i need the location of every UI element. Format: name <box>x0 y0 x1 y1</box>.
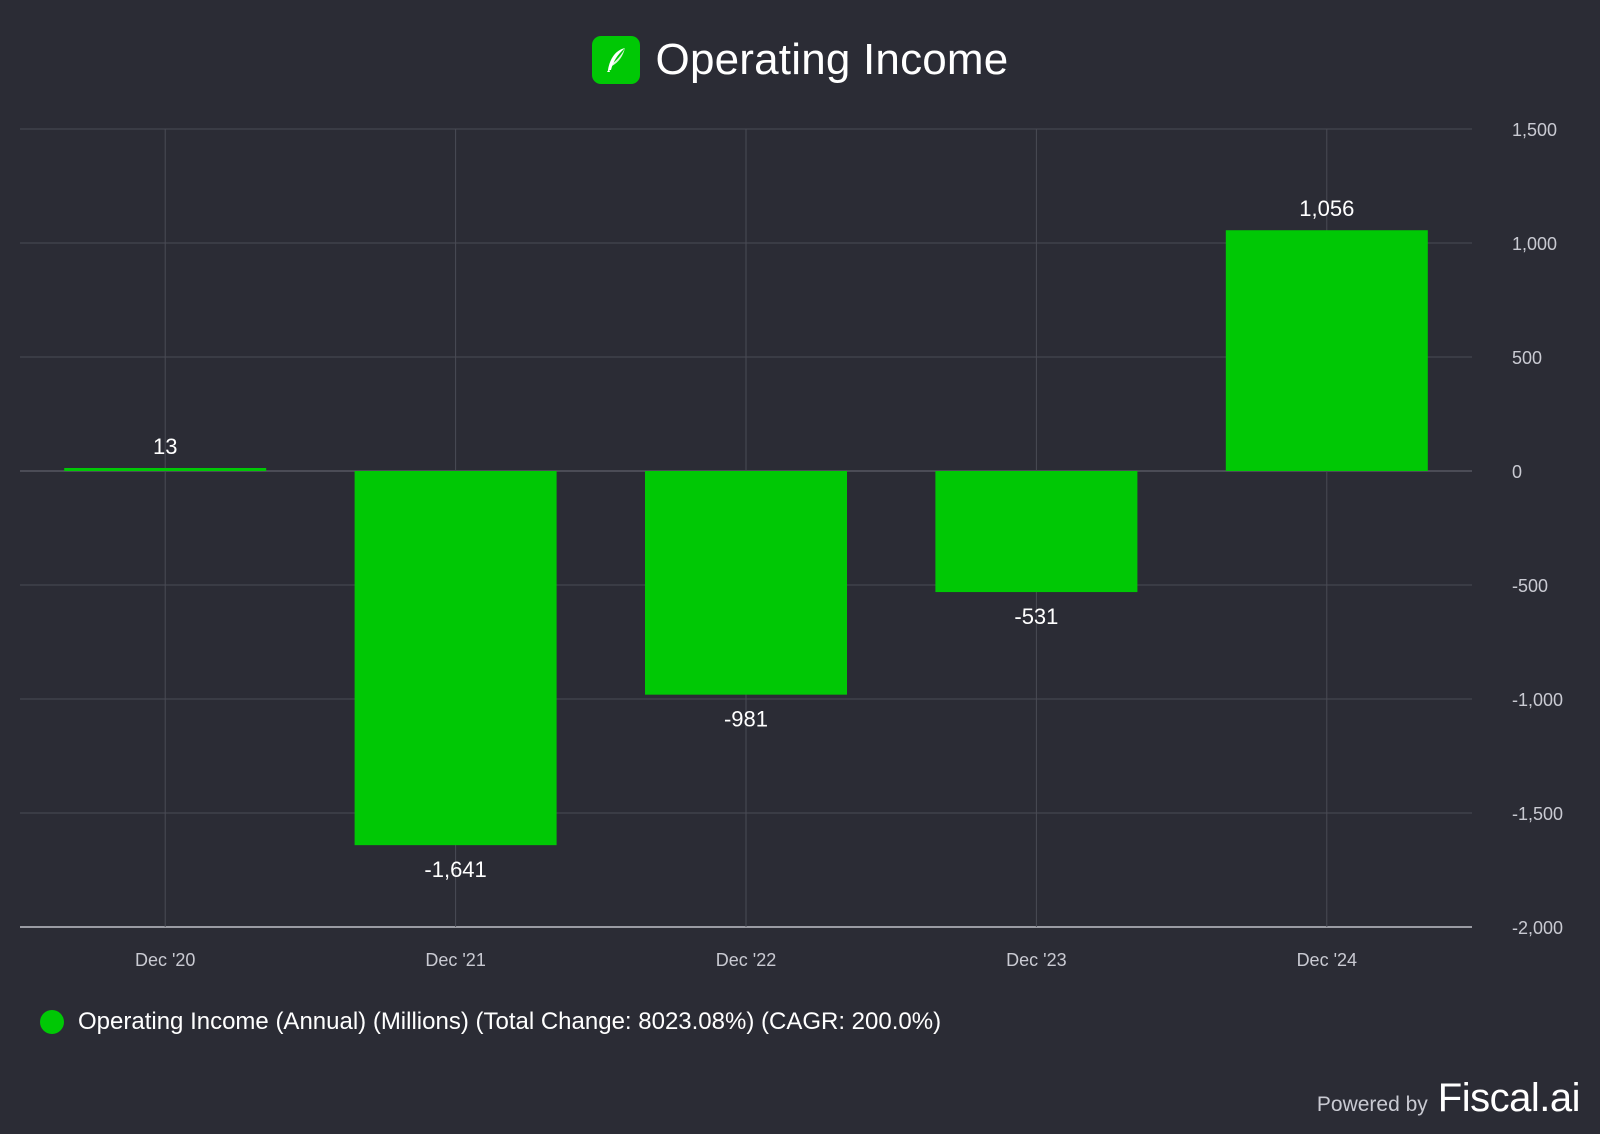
y-tick-label: -1,000 <box>1512 690 1563 710</box>
legend-label: Operating Income (Annual) (Millions) (To… <box>78 1008 942 1035</box>
bar[interactable] <box>354 471 557 846</box>
data-label: -981 <box>724 707 768 732</box>
footer: Powered by Fiscal.ai <box>1316 1076 1581 1121</box>
y-tick-label: 0 <box>1512 462 1522 482</box>
y-tick-label: 1,500 <box>1512 120 1557 140</box>
legend[interactable]: Operating Income (Annual) (Millions) (To… <box>40 1008 941 1036</box>
label-layer: 13 -1,641 -981 -531 1,056 <box>153 196 1354 882</box>
bar[interactable] <box>645 471 847 695</box>
data-label: -1,641 <box>424 857 486 882</box>
bar[interactable] <box>64 468 267 471</box>
y-tick-label: -1,500 <box>1512 804 1563 824</box>
data-label: 13 <box>153 434 177 459</box>
bar[interactable] <box>1225 230 1428 471</box>
y-tick-label: 500 <box>1512 348 1542 368</box>
brand-logo: Fiscal.ai <box>1437 1076 1581 1120</box>
chart-header: Operating Income <box>0 30 1600 90</box>
bar[interactable] <box>935 471 1138 593</box>
x-tick-label: Dec '24 <box>1297 950 1357 970</box>
chart-title: Operating Income <box>655 35 1009 84</box>
legend-marker <box>40 1010 64 1034</box>
x-tick-label: Dec '22 <box>716 950 776 970</box>
powered-by-text: Powered by <box>1316 1093 1428 1116</box>
data-label: 1,056 <box>1299 196 1354 221</box>
robinhood-feather-icon <box>591 36 640 84</box>
bar-layer <box>64 230 1428 846</box>
x-tick-label: Dec '21 <box>425 950 485 970</box>
data-label: -531 <box>1014 604 1058 629</box>
x-tick-label: Dec '20 <box>135 950 195 970</box>
y-tick-label: 1,000 <box>1512 234 1557 254</box>
y-tick-label: -500 <box>1512 576 1548 596</box>
y-tick-label: -2,000 <box>1512 918 1563 938</box>
x-tick-label: Dec '23 <box>1006 950 1066 970</box>
axis-layer: 1,500 1,000 500 0 -500 -1,000 -1,500 -2,000 Dec … <box>135 120 1563 970</box>
